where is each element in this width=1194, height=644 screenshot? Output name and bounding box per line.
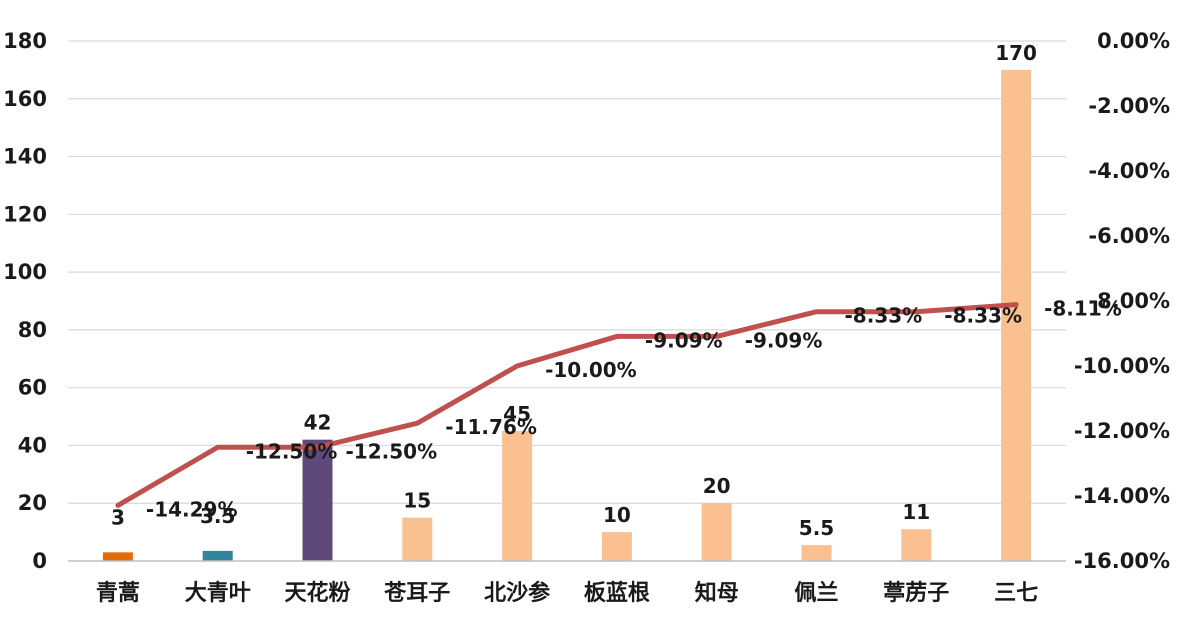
y-left-tick-label: 140 — [3, 145, 47, 169]
bar — [203, 551, 233, 561]
bar-value-label: 10 — [603, 503, 631, 527]
line-value-label: -8.33% — [944, 304, 1022, 328]
bar-value-label: 3 — [111, 505, 125, 529]
x-category-label: 知母 — [695, 580, 739, 606]
y-left-tick-label: 60 — [18, 376, 47, 400]
bar — [502, 431, 532, 561]
x-category-label: 苍耳子 — [383, 581, 450, 606]
line-value-label: -8.33% — [845, 304, 923, 328]
line-value-label: -14.29% — [146, 497, 238, 521]
y-right-tick-label: -14.00% — [1074, 484, 1170, 508]
bar — [802, 545, 832, 561]
y-right-tick-label: -10.00% — [1074, 354, 1170, 378]
line-series — [118, 304, 1016, 505]
bar-value-label: 5.5 — [799, 516, 834, 540]
y-left-tick-label: 40 — [18, 433, 47, 457]
y-right-tick-label: -2.00% — [1088, 94, 1170, 118]
x-category-label: 大青叶 — [185, 581, 251, 606]
y-right-tick-label: -8.00% — [1088, 289, 1170, 313]
bar-value-label: 20 — [703, 474, 731, 498]
line-value-label: -12.50% — [346, 439, 438, 463]
bar — [702, 503, 732, 561]
line-value-label: -9.09% — [745, 328, 823, 352]
y-right-tick-label: -12.00% — [1074, 419, 1170, 443]
x-category-label: 葶苈子 — [883, 580, 949, 606]
bar — [901, 529, 931, 561]
bar-value-label: 42 — [304, 411, 332, 435]
line-value-label: -12.50% — [246, 439, 338, 463]
x-category-label: 三七 — [994, 581, 1038, 606]
y-left-tick-label: 0 — [32, 549, 47, 573]
y-left-tick-label: 80 — [18, 318, 47, 342]
bar-value-label: 11 — [902, 500, 930, 524]
line-value-label: -10.00% — [545, 358, 637, 382]
y-left-tick-label: 20 — [18, 491, 47, 515]
y-left-tick-label: 120 — [3, 202, 47, 226]
y-left-tick-label: 180 — [3, 29, 47, 53]
y-left-tick-label: 100 — [3, 260, 47, 284]
line-path — [118, 305, 1016, 506]
line-value-label: -11.76% — [445, 415, 537, 439]
x-category-label: 佩兰 — [794, 580, 838, 606]
bar-value-label: 170 — [995, 41, 1037, 65]
y-right-tick-label: -4.00% — [1088, 159, 1170, 183]
x-category-label: 青蒿 — [96, 581, 140, 606]
y-right-tick-label: -6.00% — [1088, 224, 1170, 248]
line-value-label: -9.09% — [645, 328, 723, 352]
y-right-tick-label: -16.00% — [1074, 549, 1170, 573]
bar — [103, 552, 133, 561]
bar — [602, 532, 632, 561]
bar — [402, 518, 432, 561]
gridlines — [68, 41, 1066, 503]
y-left-tick-label: 160 — [3, 87, 47, 111]
x-category-label: 板蓝根 — [584, 581, 650, 606]
x-category-label: 北沙参 — [484, 580, 550, 606]
y-right-tick-label: 0.00% — [1097, 29, 1170, 53]
x-category-label: 天花粉 — [284, 580, 350, 606]
bar-value-label: 15 — [403, 489, 431, 513]
